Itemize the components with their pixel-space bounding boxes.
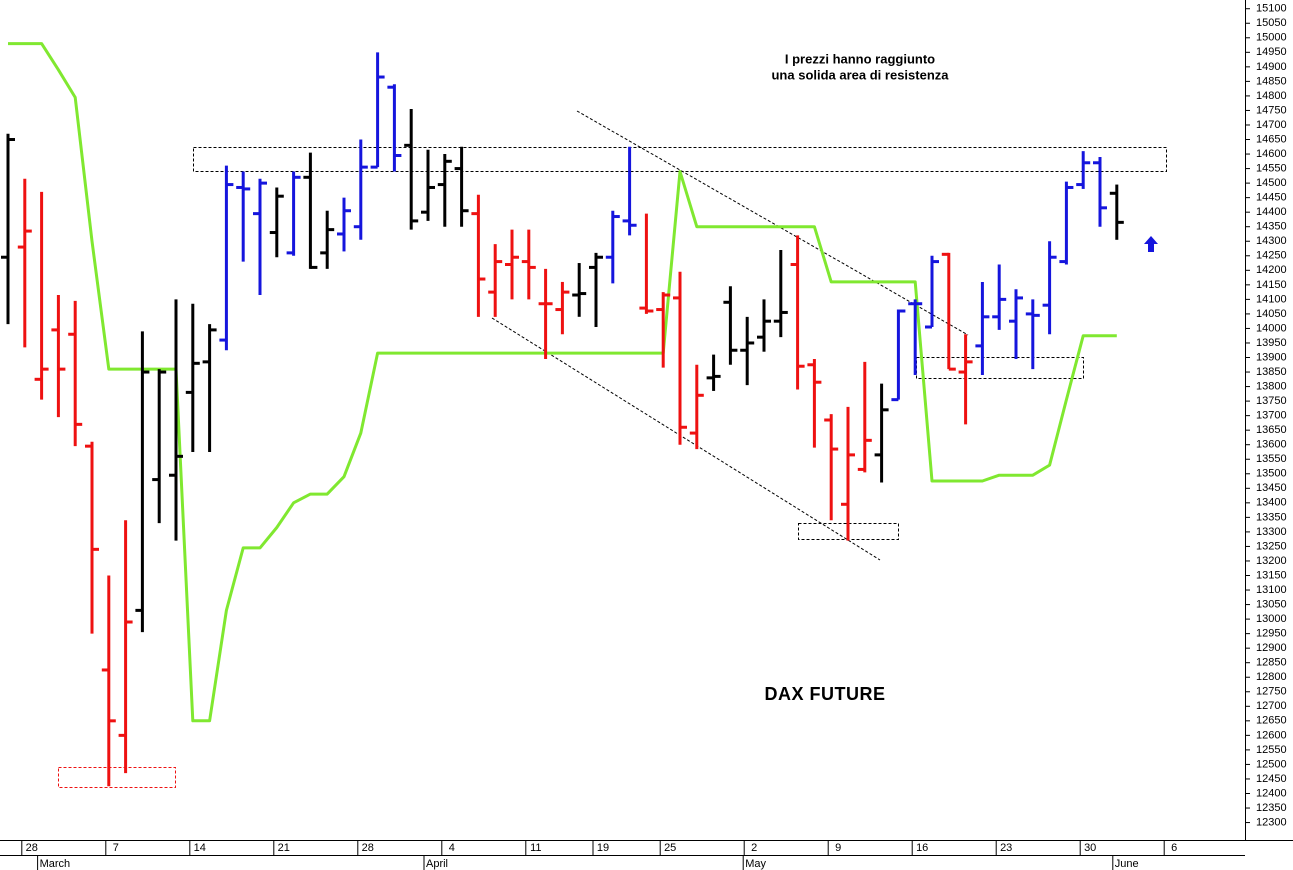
y-tick-label: 13250 — [1256, 540, 1287, 552]
y-tick-label: 12700 — [1256, 700, 1287, 712]
y-tick-label: 14250 — [1256, 250, 1287, 262]
y-tick-label: 12750 — [1256, 686, 1287, 698]
y-tick-label: 12550 — [1256, 744, 1287, 756]
y-tick-label: 15000 — [1256, 32, 1287, 44]
y-tick-label: 13750 — [1256, 395, 1287, 407]
support-box — [58, 767, 176, 788]
y-tick-label: 15100 — [1256, 3, 1287, 15]
y-tick-label: 12900 — [1256, 642, 1287, 654]
x-tick-label: 11 — [530, 842, 541, 854]
y-tick-label: 14000 — [1256, 322, 1287, 334]
month-label: April — [426, 858, 448, 870]
y-tick-label: 13500 — [1256, 468, 1287, 480]
month-label: June — [1115, 858, 1139, 870]
x-tick-label: 2 — [751, 842, 757, 854]
y-tick-label: 14150 — [1256, 279, 1287, 291]
x-tick-label: 9 — [835, 842, 841, 854]
month-label: March — [40, 858, 71, 870]
y-tick-label: 14100 — [1256, 293, 1287, 305]
y-tick-label: 14300 — [1256, 235, 1287, 247]
y-tick-label: 13200 — [1256, 555, 1287, 567]
y-tick-label: 14400 — [1256, 206, 1287, 218]
y-tick-label: 13300 — [1256, 526, 1287, 538]
y-tick-label: 13450 — [1256, 482, 1287, 494]
x-tick-label: 23 — [1000, 842, 1012, 854]
resistance-box — [193, 147, 1167, 172]
up-arrow — [1144, 236, 1158, 252]
y-tick-label: 12300 — [1256, 816, 1287, 828]
y-tick-label: 12350 — [1256, 802, 1287, 814]
y-tick-label: 12500 — [1256, 758, 1287, 770]
y-tick-label: 13800 — [1256, 380, 1287, 392]
y-tick-label: 14850 — [1256, 75, 1287, 87]
y-tick-label: 14500 — [1256, 177, 1287, 189]
y-tick-label: 12600 — [1256, 729, 1287, 741]
x-tick-label: 28 — [362, 842, 374, 854]
x-tick-label: 30 — [1084, 842, 1096, 854]
x-tick-label: 6 — [1171, 842, 1177, 854]
y-tick-label: 12650 — [1256, 715, 1287, 727]
y-tick-label: 13050 — [1256, 598, 1287, 610]
x-tick-label: 16 — [916, 842, 928, 854]
y-tick-label: 12950 — [1256, 628, 1287, 640]
x-tick-label: 25 — [664, 842, 676, 854]
chart-title: DAX FUTURE — [765, 684, 886, 704]
y-tick-label: 13400 — [1256, 497, 1287, 509]
annotation: una solida area di resistenza — [771, 67, 949, 82]
y-tick-label: 14350 — [1256, 221, 1287, 233]
y-tick-label: 13350 — [1256, 511, 1287, 523]
y-tick-label: 13900 — [1256, 351, 1287, 363]
y-tick-label: 14600 — [1256, 148, 1287, 160]
x-tick-label: 4 — [449, 842, 455, 854]
y-tick-label: 12850 — [1256, 657, 1287, 669]
y-tick-label: 14650 — [1256, 133, 1287, 145]
trend-line — [491, 317, 881, 561]
y-tick-label: 13150 — [1256, 569, 1287, 581]
y-tick-label: 14800 — [1256, 90, 1287, 102]
y-tick-label: 13000 — [1256, 613, 1287, 625]
y-tick-label: 14200 — [1256, 264, 1287, 276]
y-tick-label: 12400 — [1256, 787, 1287, 799]
y-tick-label: 14450 — [1256, 192, 1287, 204]
y-tick-label: 13950 — [1256, 337, 1287, 349]
y-tick-label: 13850 — [1256, 366, 1287, 378]
y-tick-label: 14750 — [1256, 104, 1287, 116]
y-tick-label: 13100 — [1256, 584, 1287, 596]
y-tick-label: 14700 — [1256, 119, 1287, 131]
month-label: May — [745, 858, 766, 870]
x-tick-label: 28 — [26, 842, 38, 854]
y-tick-label: 14950 — [1256, 46, 1287, 58]
y-tick-label: 13650 — [1256, 424, 1287, 436]
indicator-line — [8, 42, 1117, 723]
y-tick-label: 13700 — [1256, 410, 1287, 422]
x-tick-label: 21 — [278, 842, 290, 854]
y-tick-label: 14050 — [1256, 308, 1287, 320]
y-tick-label: 12450 — [1256, 773, 1287, 785]
y-tick-label: 13600 — [1256, 439, 1287, 451]
y-tick-label: 14900 — [1256, 61, 1287, 73]
y-tick-label: 13550 — [1256, 453, 1287, 465]
x-tick-label: 19 — [597, 842, 609, 854]
x-tick-label: 14 — [194, 842, 206, 854]
y-tick-label: 12800 — [1256, 671, 1287, 683]
trend-line — [576, 110, 969, 336]
y-tick-label: 14550 — [1256, 162, 1287, 174]
annotation: I prezzi hanno raggiunto — [785, 51, 935, 66]
y-tick-label: 15050 — [1256, 17, 1287, 29]
x-tick-label: 7 — [113, 842, 119, 854]
